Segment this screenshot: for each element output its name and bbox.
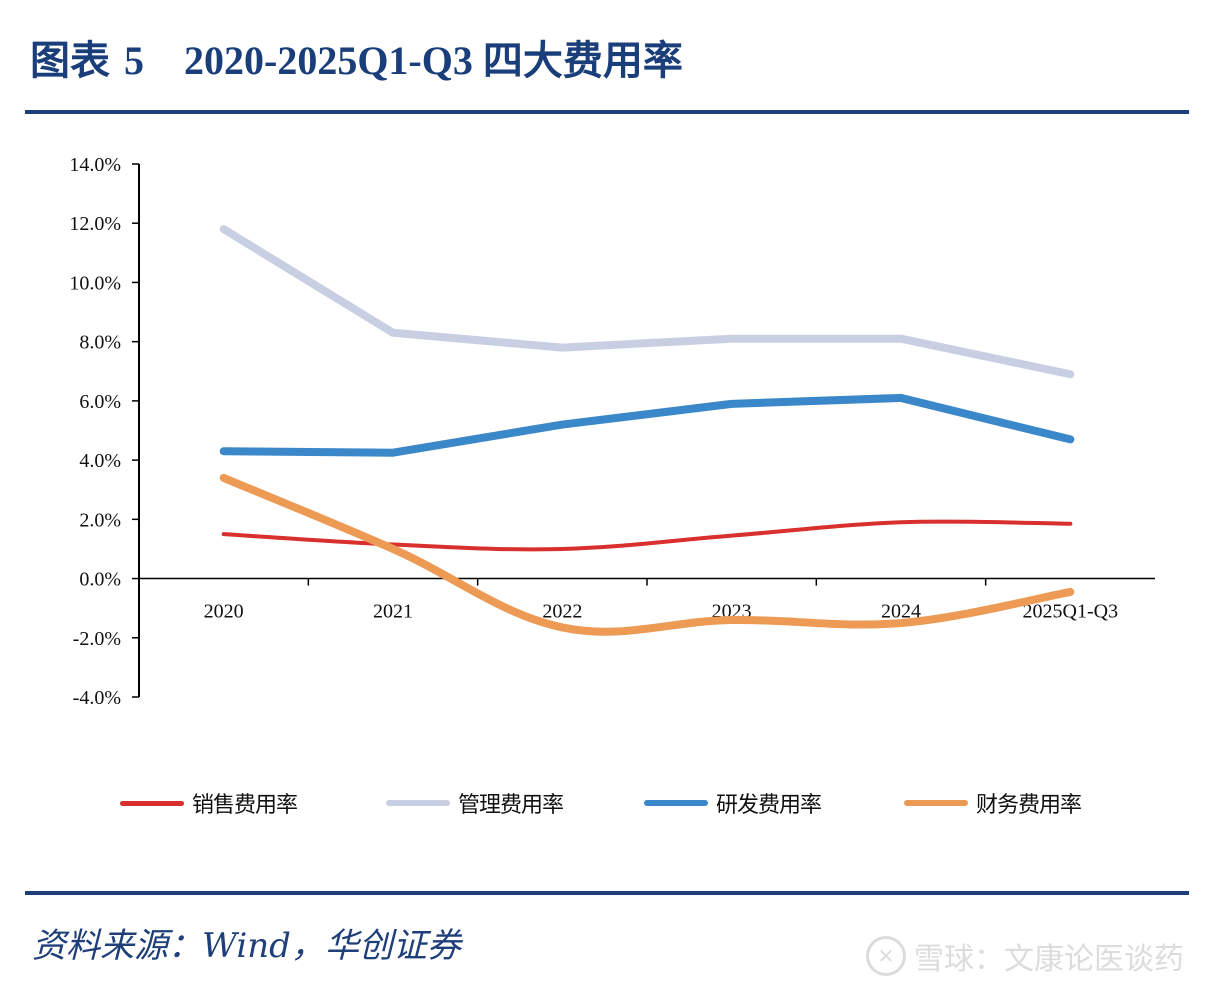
series-line-1 (221, 519, 1073, 552)
series-line-2 (219, 225, 1075, 379)
y-tick-label: -2.0% (73, 628, 121, 650)
series-line-3 (219, 393, 1075, 457)
series-line-4 (219, 473, 1075, 636)
y-tick-labels: 14.0% 12.0% 10.0% 8.0% 6.0% 4.0% 2.0% 0.0% -2.0%… (69, 154, 121, 709)
legend-item: 管理费用率 (386, 786, 564, 820)
y-tick-label: 6.0% (79, 391, 121, 413)
series-lines (219, 225, 1075, 636)
axes (132, 163, 1155, 698)
x-tick-label: 2022 (542, 601, 582, 623)
legend-item: 研发费用率 (644, 786, 822, 820)
source-note: 资料来源：Wind，华创证券 (32, 926, 461, 966)
watermark-text: 雪球：文康论医谈药 (914, 942, 1184, 977)
legend-item: 财务费用率 (904, 786, 1082, 820)
y-tick-label: -4.0% (73, 687, 121, 709)
figure-title-text: 2020-2025Q1-Q3 四大费用率 (184, 38, 683, 83)
legend-label: 管理费用率 (458, 793, 564, 818)
x-tick-label: 2025Q1-Q3 (1023, 601, 1119, 623)
x-tick-label: 2024 (881, 601, 921, 623)
figure-number: 5 (124, 38, 144, 83)
x-tick-labels: 2020 2021 2022 2023 2024 2025Q1-Q3 (204, 601, 1118, 623)
legend: 销售费用率 管理费用率 研发费用率 财务费用率 (0, 786, 1220, 820)
legend-label: 销售费用率 (192, 793, 298, 818)
y-tick-label: 4.0% (79, 450, 121, 472)
x-tick-label: 2021 (373, 601, 413, 623)
line-chart: 14.0% 12.0% 10.0% 8.0% 6.0% 4.0% 2.0% 0.0% -2.0%… (69, 154, 1155, 709)
snowball-logo-icon: ✕ (866, 936, 906, 976)
y-tick-label: 10.0% (69, 272, 121, 294)
top-divider (25, 110, 1189, 114)
x-tick-label: 2020 (204, 601, 244, 623)
legend-swatch (120, 800, 184, 806)
legend-swatch (644, 800, 708, 806)
bottom-divider (25, 891, 1189, 895)
legend-item: 销售费用率 (120, 786, 298, 820)
figure-title: 图表 5 2020-2025Q1-Q3 四大费用率 (30, 28, 683, 86)
legend-label: 财务费用率 (976, 793, 1082, 818)
figure-label: 图表 (30, 38, 110, 83)
y-tick-label: 14.0% (69, 154, 121, 176)
y-tick-label: 0.0% (79, 569, 121, 591)
y-tick-label: 2.0% (79, 509, 121, 531)
watermark: ✕ 雪球：文康论医谈药 (866, 934, 1184, 978)
y-tick-label: 8.0% (79, 332, 121, 354)
legend-label: 研发费用率 (716, 793, 822, 818)
legend-swatch (904, 800, 968, 806)
legend-swatch (386, 800, 450, 806)
y-tick-label: 12.0% (69, 213, 121, 235)
